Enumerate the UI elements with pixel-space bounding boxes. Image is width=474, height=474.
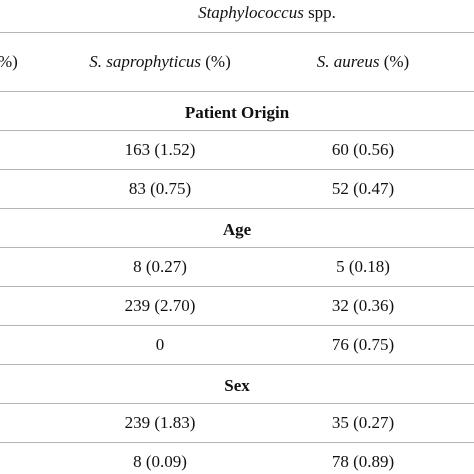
- column-header: S. aureus (%): [317, 52, 409, 72]
- table-cell: 163 (1.52): [124, 139, 196, 159]
- column-header-italic: S. aureus: [316, 52, 380, 71]
- section-title: Sex: [224, 375, 250, 395]
- column-header-text: (%): [205, 52, 231, 71]
- table-cell: 35 (0.27): [331, 412, 395, 432]
- group-title-text: spp.: [308, 3, 336, 22]
- row-rule: [0, 208, 474, 209]
- table-cell: 78 (0.89): [331, 451, 395, 471]
- group-title-italic: Staphylococcus: [198, 3, 304, 22]
- row-rule: [0, 32, 474, 33]
- row-rule: [0, 247, 474, 248]
- section-title: Patient Origin: [184, 102, 290, 122]
- table-cell: 83 (0.75): [128, 178, 192, 198]
- column-header: S. saprophyticus (%): [89, 52, 231, 72]
- table-cell: 8 (0.09): [133, 451, 187, 471]
- row-rule: [0, 91, 474, 92]
- column-header-text: (%): [383, 52, 410, 71]
- column-header: %): [0, 52, 18, 72]
- table-cell: 32 (0.36): [331, 295, 395, 315]
- table-cell: 76 (0.75): [331, 334, 395, 354]
- column-header-text: %): [0, 52, 18, 71]
- row-rule: [0, 364, 474, 365]
- row-rule: [0, 403, 474, 404]
- table-cell: 52 (0.47): [331, 178, 395, 198]
- table-cell: 8 (0.27): [133, 256, 187, 276]
- row-rule: [0, 286, 474, 287]
- row-rule: [0, 325, 474, 326]
- group-title: Staphylococcus spp.: [198, 3, 336, 23]
- row-rule: [0, 442, 474, 443]
- table-cell: 239 (1.83): [124, 412, 196, 432]
- column-header-italic: S. saprophyticus: [89, 52, 202, 71]
- row-rule: [0, 130, 474, 131]
- table-cell: 239 (2.70): [124, 295, 196, 315]
- table-cell: 5 (0.18): [336, 256, 390, 276]
- section-title: Age: [222, 219, 252, 239]
- row-rule: [0, 169, 474, 170]
- table-cell: 0: [155, 334, 165, 354]
- table-cell: 60 (0.56): [331, 139, 395, 159]
